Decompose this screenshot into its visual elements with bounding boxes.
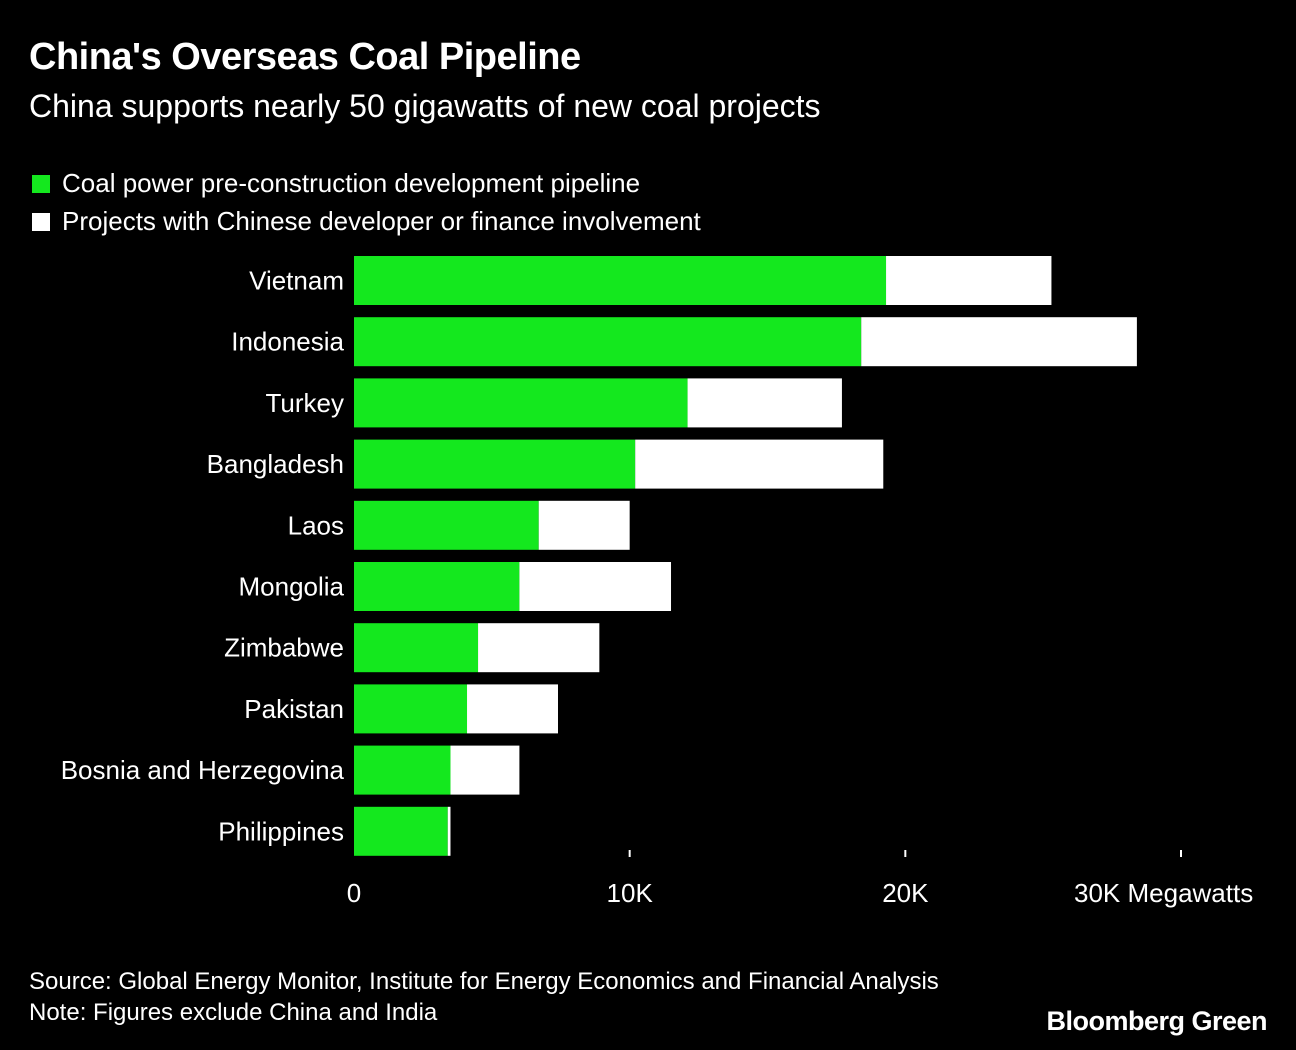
bar-chinese-involvement (538, 500, 630, 550)
bar-chinese-involvement (886, 256, 1052, 305)
bar-pipeline (354, 562, 520, 611)
x-tick-label: 0 (347, 878, 361, 908)
chart-subtitle: China supports nearly 50 gigawatts of ne… (29, 88, 821, 124)
bar-chinese-involvement (635, 439, 884, 489)
category-label: Bosnia and Herzegovina (61, 755, 345, 785)
category-label: Pakistan (244, 694, 344, 724)
x-tick-label: 30K Megawatts (1074, 878, 1253, 908)
bar-chinese-involvement (467, 684, 558, 734)
bar-pipeline (354, 256, 887, 305)
legend-swatch-white (32, 212, 50, 231)
chart-title: China's Overseas Coal Pipeline (29, 36, 581, 78)
legend-item-pipeline: Coal power pre-construction development … (32, 168, 640, 199)
bar-chinese-involvement (478, 623, 600, 673)
legend-label: Projects with Chinese developer or finan… (62, 206, 701, 236)
bar-pipeline (354, 500, 539, 550)
category-label: Turkey (266, 388, 345, 418)
bar-chinese-involvement (447, 806, 451, 856)
category-label: Philippines (218, 816, 344, 846)
x-tick-label: 20K (882, 878, 929, 908)
bar-pipeline (354, 317, 862, 367)
bar-pipeline (354, 378, 688, 428)
x-tick-label: 10K (607, 878, 654, 908)
bar-pipeline (354, 806, 448, 856)
bar-chinese-involvement (687, 378, 842, 428)
bar-pipeline (354, 745, 451, 795)
legend-swatch-green (32, 174, 50, 193)
category-label: Zimbabwe (224, 633, 344, 663)
category-label: Mongolia (238, 572, 344, 602)
bloomberg-green-logo: Bloomberg Green (1046, 1006, 1267, 1036)
bar-pipeline (354, 439, 636, 489)
bar-pipeline (354, 623, 479, 673)
bar-pipeline (354, 684, 468, 734)
category-label: Laos (288, 510, 344, 540)
legend-item-chinese: Projects with Chinese developer or finan… (32, 206, 701, 237)
bar-chinese-involvement (861, 317, 1137, 367)
bar-chinese-involvement (450, 745, 520, 795)
source-note: Source: Global Energy Monitor, Institute… (29, 966, 939, 1028)
source-text: Source: Global Energy Monitor, Institute… (29, 968, 939, 995)
legend-label: Coal power pre-construction development … (62, 168, 641, 198)
category-label: Indonesia (231, 327, 344, 357)
category-label: Bangladesh (207, 449, 344, 479)
bar-chinese-involvement (519, 562, 672, 611)
note-text: Note: Figures exclude China and India (29, 999, 438, 1026)
category-label: Vietnam (249, 266, 344, 296)
